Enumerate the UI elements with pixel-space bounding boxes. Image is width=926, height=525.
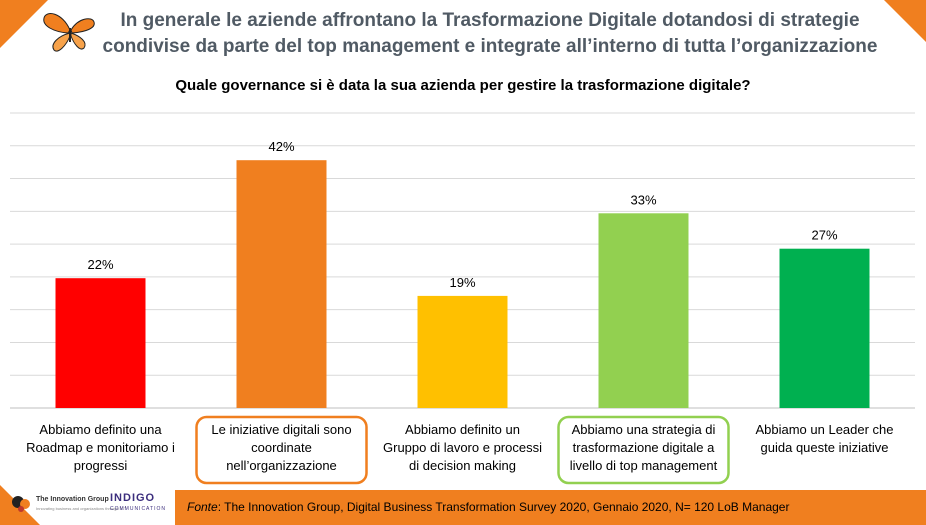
- category-label-1-line-2: Roadmap e monitoriamo i: [26, 440, 175, 455]
- category-label-2-line-3: nell’organizzazione: [226, 458, 337, 473]
- category-label-2-line-2: coordinate: [251, 440, 312, 455]
- corner-decoration-top-left: [0, 0, 48, 48]
- bar-chart: 22% Abbiamo definito una Roadmap e monitor…: [10, 112, 915, 485]
- innovation-group-tagline: Innovating business and organizations th…: [36, 506, 127, 511]
- corner-decoration-top-right: [884, 0, 926, 42]
- footer-bar: Fonte: The Innovation Group, Digital Bus…: [175, 490, 926, 525]
- category-label-1-line-1: Abbiamo definito una: [39, 422, 162, 437]
- data-label-5: 27%: [811, 228, 837, 243]
- category-label-1-line-3: progressi: [74, 458, 128, 473]
- indigo-name: INDIGO: [110, 492, 156, 504]
- title-line-1: In generale le aziende affrontano la Tra…: [120, 10, 860, 31]
- chart-title: Quale governance si è data la sua aziend…: [175, 77, 751, 94]
- source-note: Fonte: The Innovation Group, Digital Bus…: [187, 500, 789, 514]
- category-highlight-4: [557, 415, 730, 485]
- butterfly-icon: [43, 13, 95, 52]
- indigo-logo: INDIGO COMMUNICATION: [110, 492, 170, 520]
- bar-3: [417, 295, 508, 408]
- bar-5: [779, 248, 870, 408]
- title-line-2: condivise da parte del top management e …: [102, 36, 878, 57]
- source-label: Fonte: [187, 500, 218, 514]
- category-label-4-line-2: trasformazione digitale a: [573, 440, 715, 455]
- category-label-2-line-1: Le iniziative digitali sono: [211, 422, 351, 437]
- category-label-3-line-3: di decision making: [409, 458, 516, 473]
- category-label-4-line-3: livello di top management: [570, 458, 718, 473]
- bar-1: [55, 278, 146, 408]
- data-label-3: 19%: [449, 275, 475, 290]
- bar-2: [236, 160, 327, 408]
- source-text: : The Innovation Group, Digital Business…: [217, 500, 790, 514]
- innovation-group-logo: The Innovation Group Innovating business…: [10, 490, 126, 520]
- data-label-1: 22%: [87, 257, 113, 272]
- indigo-subtitle: COMMUNICATION: [110, 506, 166, 512]
- innovation-group-name: The Innovation Group: [36, 496, 109, 503]
- data-label-4: 33%: [630, 192, 656, 207]
- bar-4: [598, 213, 689, 408]
- category-label-5-line-2: guida queste iniziative: [761, 440, 889, 455]
- innovation-group-mark-icon: [12, 496, 30, 512]
- data-label-2: 42%: [268, 139, 294, 154]
- category-label-5-line-1: Abbiamo un Leader che: [755, 422, 893, 437]
- category-label-3-line-2: Gruppo di lavoro e processi: [383, 440, 542, 455]
- page-title: In generale le aziende affrontano la Tra…: [90, 8, 890, 60]
- category-label-3-line-1: Abbiamo definito un: [405, 422, 520, 437]
- category-label-4-line-1: Abbiamo una strategia di: [572, 422, 716, 437]
- category-highlight-2: [195, 415, 368, 485]
